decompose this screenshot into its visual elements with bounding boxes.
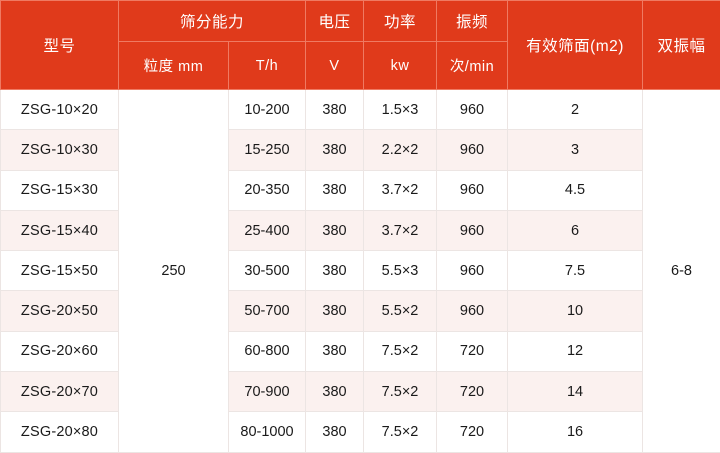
cell-voltage: 380 [306,130,364,170]
cell-voltage: 380 [306,412,364,452]
cell-model: ZSG-20×80 [1,412,119,452]
cell-particle-size-merged: 250 [119,90,229,453]
cell-frequency: 960 [437,170,508,210]
header-double-amplitude: 双振幅 [643,1,720,90]
cell-frequency: 960 [437,90,508,130]
header-power-unit: kw [364,42,437,90]
cell-power: 3.7×2 [364,170,437,210]
cell-voltage: 380 [306,90,364,130]
cell-model: ZSG-20×60 [1,331,119,371]
cell-power: 3.7×2 [364,210,437,250]
header-effective-area: 有效筛面(m2) [508,1,643,90]
cell-model: ZSG-20×50 [1,291,119,331]
cell-model: ZSG-15×40 [1,210,119,250]
cell-frequency: 960 [437,291,508,331]
table-header: 型号 筛分能力 电压 功率 振频 有效筛面(m2) 双振幅 粒度 mm T/h … [1,1,720,90]
cell-throughput: 25-400 [229,210,306,250]
cell-voltage: 380 [306,251,364,291]
cell-throughput: 50-700 [229,291,306,331]
header-throughput: T/h [229,42,306,90]
cell-frequency: 960 [437,251,508,291]
cell-power: 7.5×2 [364,331,437,371]
cell-voltage: 380 [306,372,364,412]
header-particle-size: 粒度 mm [119,42,229,90]
cell-voltage: 380 [306,291,364,331]
cell-frequency: 960 [437,130,508,170]
cell-area: 3 [508,130,643,170]
header-voltage-unit: V [306,42,364,90]
cell-area: 10 [508,291,643,331]
cell-model: ZSG-10×30 [1,130,119,170]
cell-frequency: 720 [437,412,508,452]
cell-throughput: 15-250 [229,130,306,170]
cell-throughput: 70-900 [229,372,306,412]
cell-area: 2 [508,90,643,130]
cell-power: 2.2×2 [364,130,437,170]
header-row-top: 型号 筛分能力 电压 功率 振频 有效筛面(m2) 双振幅 [1,1,720,42]
cell-voltage: 380 [306,210,364,250]
cell-voltage: 380 [306,170,364,210]
cell-power: 1.5×3 [364,90,437,130]
cell-area: 7.5 [508,251,643,291]
cell-power: 7.5×2 [364,372,437,412]
header-frequency-unit: 次/min [437,42,508,90]
cell-double-amplitude-merged: 6-8 [643,90,720,453]
cell-voltage: 380 [306,331,364,371]
cell-power: 7.5×2 [364,412,437,452]
cell-frequency: 720 [437,331,508,371]
cell-power: 5.5×2 [364,291,437,331]
header-screening-capacity: 筛分能力 [119,1,306,42]
cell-power: 5.5×3 [364,251,437,291]
cell-frequency: 720 [437,372,508,412]
cell-area: 12 [508,331,643,371]
cell-model: ZSG-10×20 [1,90,119,130]
cell-throughput: 10-200 [229,90,306,130]
cell-model: ZSG-20×70 [1,372,119,412]
cell-throughput: 80-1000 [229,412,306,452]
cell-model: ZSG-15×50 [1,251,119,291]
header-model: 型号 [1,1,119,90]
cell-area: 4.5 [508,170,643,210]
cell-area: 6 [508,210,643,250]
cell-area: 16 [508,412,643,452]
cell-model: ZSG-15×30 [1,170,119,210]
header-voltage: 电压 [306,1,364,42]
cell-throughput: 20-350 [229,170,306,210]
header-power: 功率 [364,1,437,42]
cell-frequency: 960 [437,210,508,250]
cell-area: 14 [508,372,643,412]
cell-throughput: 30-500 [229,251,306,291]
cell-throughput: 60-800 [229,331,306,371]
header-frequency: 振频 [437,1,508,42]
